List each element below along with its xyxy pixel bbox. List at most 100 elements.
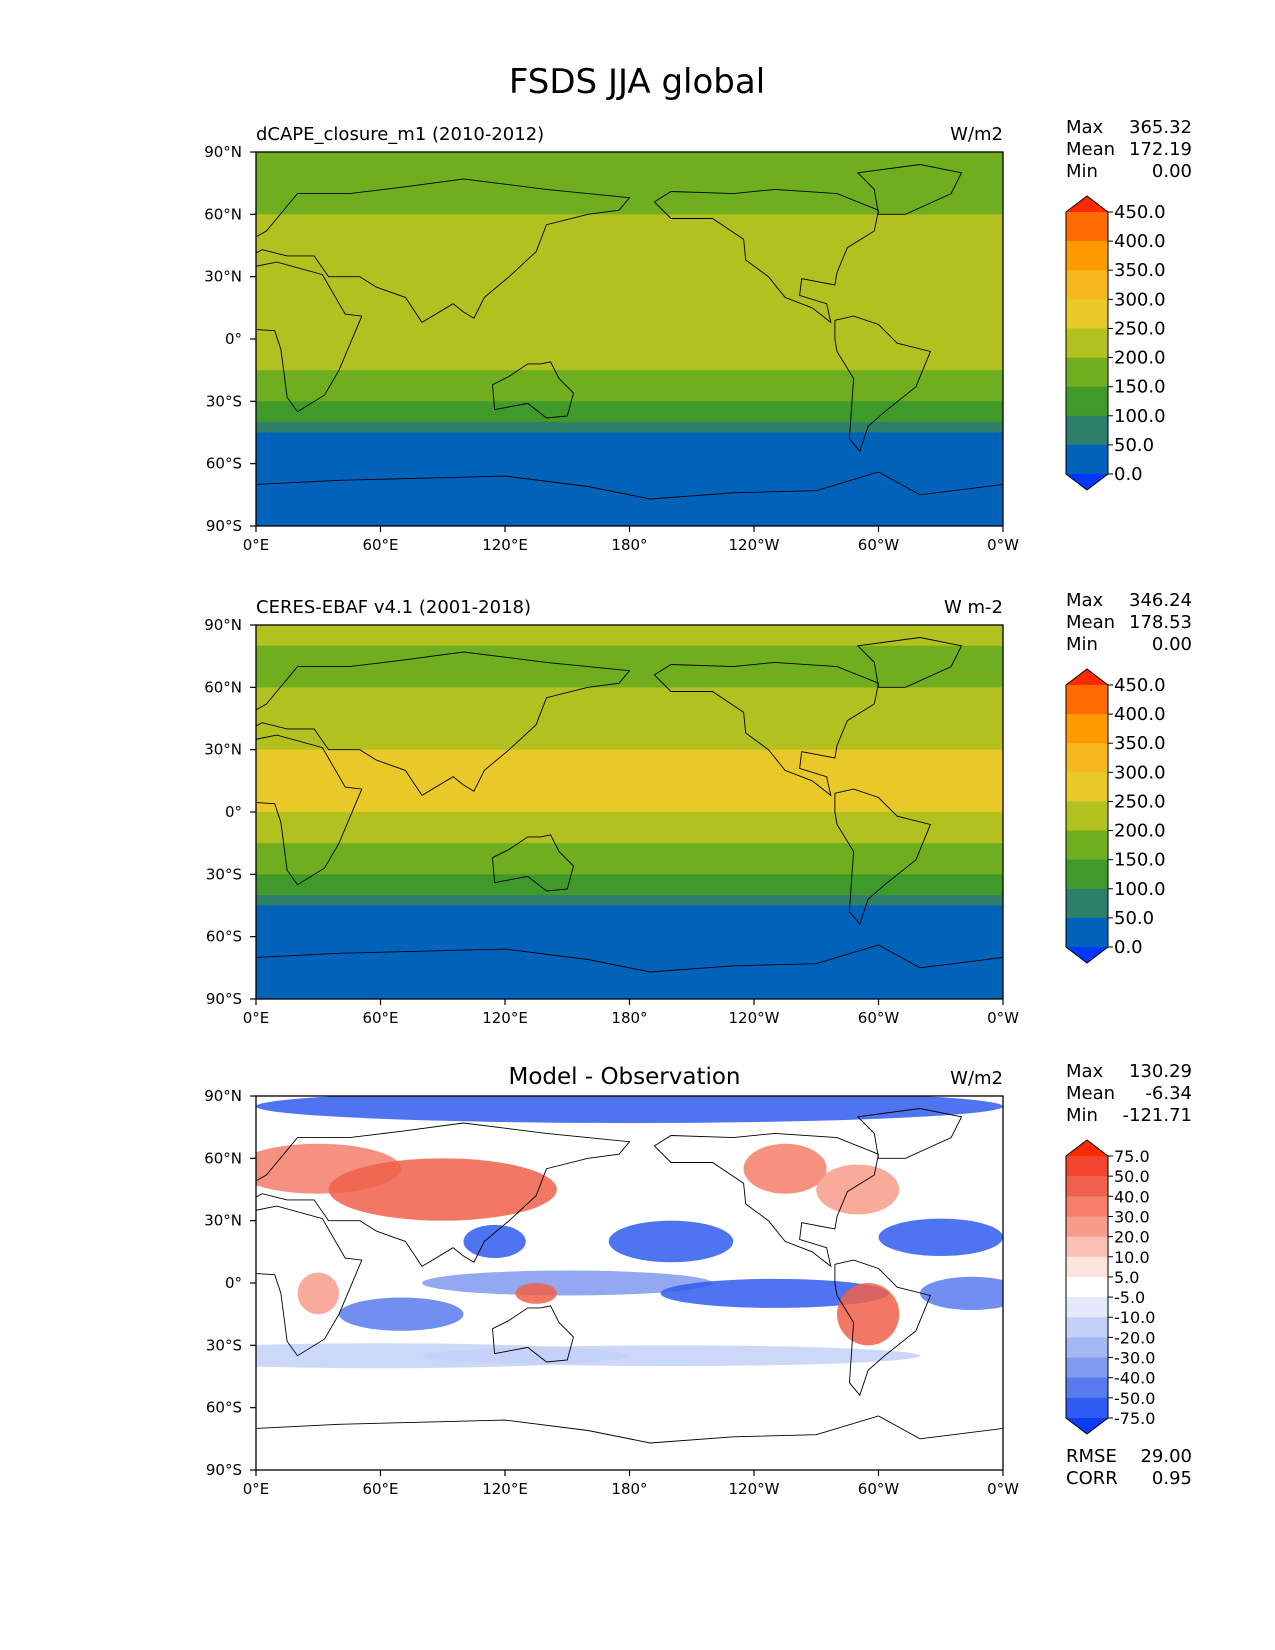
y-tick-label: 90°N: [204, 143, 242, 161]
y-tick-label: 30°N: [204, 1212, 242, 1230]
stat-value: -6.34: [1145, 1083, 1192, 1104]
anomaly-region: [422, 1270, 713, 1296]
figure-title: FSDS JJA global: [509, 62, 765, 102]
stat-value: 0.00: [1152, 161, 1192, 182]
colorbar-label: 300.0: [1114, 762, 1166, 783]
colorbar-segment: [1066, 1337, 1108, 1359]
anomaly-region: [339, 1297, 464, 1331]
anomaly-region: [878, 1218, 1003, 1256]
stat-label: Mean: [1066, 139, 1115, 160]
colorbar-label: 50.0: [1114, 908, 1154, 929]
x-tick-label: 120°W: [729, 1480, 780, 1498]
coastline: [256, 261, 363, 413]
colorbar-extend-top: [1066, 196, 1108, 212]
stat-label: Max: [1066, 117, 1104, 138]
anomaly-region: [328, 1158, 557, 1221]
y-tick-label: 90°S: [206, 517, 242, 535]
colorbar-extend-bottom: [1066, 1418, 1108, 1434]
field-band: [256, 843, 1003, 875]
coastline: [834, 1259, 932, 1397]
colorbar-label: 150.0: [1114, 377, 1166, 398]
colorbar-label: -5.0: [1114, 1288, 1145, 1307]
panel-title: CERES-EBAF v4.1 (2001-2018): [256, 597, 531, 618]
colorbar-segment: [1066, 386, 1108, 417]
anomaly-region: [608, 1220, 734, 1263]
anomaly-region: [660, 1278, 889, 1308]
colorbar-segment: [1066, 299, 1108, 329]
panel-3: 0°E 60°E 120°E 180° 120°W 60°W 0°W 90°N 60°N 30°N…: [204, 1061, 1192, 1498]
colorbar: 75.050.040.030.0 20.010.05.0-5.0-10.0-20.…: [1065, 1139, 1155, 1435]
colorbar-label: -75.0: [1114, 1409, 1155, 1428]
colorbar-segment: [1066, 772, 1108, 802]
coastline: [256, 734, 363, 886]
field-band: [256, 172, 1003, 195]
x-tick-label: 120°E: [482, 1009, 528, 1027]
coastline: [256, 1122, 631, 1268]
colorbar-segment: [1066, 212, 1108, 242]
field-band: [256, 874, 1003, 896]
colorbar-label: -20.0: [1114, 1328, 1155, 1347]
colorbar-label: 100.0: [1114, 406, 1166, 427]
coastline: [256, 1205, 363, 1357]
y-tick-label: 90°S: [206, 990, 242, 1008]
colorbar-segment: [1066, 270, 1108, 300]
map-field: [256, 152, 1003, 526]
y-tick-label: 0°: [225, 803, 242, 821]
x-tick-label: 120°E: [482, 536, 528, 554]
field-band: [256, 432, 1003, 454]
anomaly-region: [920, 1276, 1003, 1311]
y-tick-label: 60°S: [206, 455, 242, 473]
colorbar-extend-bottom: [1066, 947, 1108, 963]
stat-label: Mean: [1066, 612, 1115, 633]
summary-value: 0.95: [1152, 1468, 1192, 1489]
field-band: [256, 370, 1003, 402]
field-band: [256, 307, 1003, 340]
x-tick-label: 60°W: [858, 1480, 900, 1498]
colorbar-label: 20.0: [1114, 1228, 1150, 1247]
coastline: [256, 178, 631, 324]
field-band: [256, 193, 1003, 215]
colorbar-label: 50.0: [1114, 1167, 1150, 1186]
colorbar-segment: [1066, 743, 1108, 773]
panel-title: dCAPE_closure_m1 (2010-2012): [256, 124, 544, 145]
y-tick-label: 90°N: [204, 1087, 242, 1105]
coastline: [256, 651, 631, 797]
colorbar-segment: [1066, 801, 1108, 832]
y-tick-label: 30°S: [206, 1336, 242, 1354]
x-tick-label: 0°W: [987, 536, 1019, 554]
anomaly-region: [837, 1283, 900, 1346]
colorbar-label: 50.0: [1114, 435, 1154, 456]
field-band: [256, 666, 1003, 688]
colorbar-segment: [1066, 859, 1108, 890]
x-tick-label: 180°: [611, 536, 647, 554]
colorbar-label: 400.0: [1114, 231, 1166, 252]
field-band: [256, 780, 1003, 813]
summary-label: RMSE: [1066, 1446, 1117, 1467]
coastline: [653, 1132, 880, 1268]
coastline: [856, 164, 963, 215]
colorbar-segment: [1066, 1216, 1108, 1238]
colorbar-segment: [1066, 888, 1108, 919]
field-band: [256, 957, 1003, 990]
colorbar-segment: [1066, 714, 1108, 744]
colorbar: 450.0 400.0 350.0 300.0 250.0 200.0 150.0 100.0…: [1065, 668, 1166, 964]
colorbar-label: 350.0: [1114, 733, 1166, 754]
colorbar-extend-top: [1066, 669, 1108, 685]
panel-1: 0°E 60°E 120°E 180° 120°W 60°W 0°W 90°N 60°N 30°N…: [204, 117, 1192, 554]
x-tick-label: 180°: [611, 1480, 647, 1498]
anomaly-region: [297, 1272, 339, 1315]
map-field: [256, 1096, 1003, 1470]
colorbar-segment: [1066, 1357, 1108, 1379]
field-band: [256, 422, 1003, 433]
field-band: [256, 749, 1003, 782]
coastline: [653, 188, 880, 324]
stat-label: Min: [1066, 161, 1098, 182]
field-band: [256, 339, 1003, 371]
stat-label: Max: [1066, 590, 1104, 611]
panel-2: 0°E 60°E 120°E 180° 120°W 60°W 0°W 90°N 60°N 30°N…: [204, 590, 1192, 1027]
coastline: [492, 1305, 575, 1363]
y-tick-label: 0°: [225, 1274, 242, 1292]
coastline: [256, 944, 1003, 999]
colorbar-segment: [1066, 1236, 1108, 1258]
